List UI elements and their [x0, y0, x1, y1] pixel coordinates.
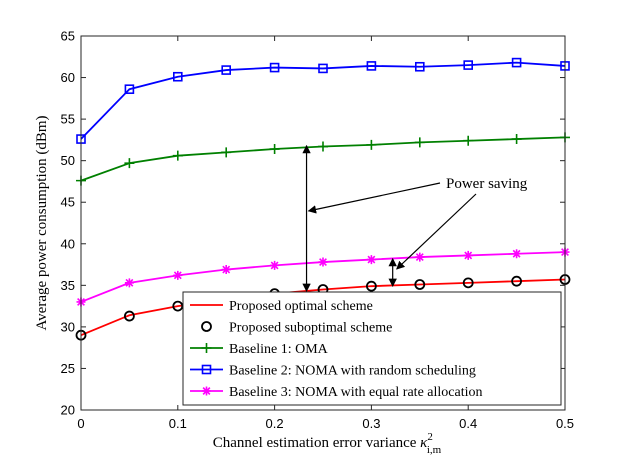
y-axis-title: Average power consumption (dBm) — [34, 115, 50, 330]
y-tick-label: 60 — [61, 70, 75, 85]
x-axis-title-symbol: κ — [420, 435, 428, 451]
y-tick-label: 40 — [61, 236, 75, 251]
series-2-point — [365, 280, 377, 292]
legend-entry-1: Proposed optimal scheme — [190, 299, 373, 314]
legend-marker — [202, 386, 211, 396]
legend-entry-2: Proposed suboptimal scheme — [201, 321, 392, 336]
series-5-point — [463, 250, 473, 260]
series-5-point — [221, 265, 231, 275]
series-1 — [80, 278, 566, 337]
x-tick-label: 0.5 — [556, 416, 574, 431]
y-tick-label: 35 — [61, 278, 75, 293]
series-5-point — [366, 255, 376, 265]
axis-titles: Average power consumption (dBm) Channel e… — [34, 115, 442, 456]
legend-box — [182, 291, 562, 406]
x-axis-title-superscript: 2 — [427, 431, 433, 443]
series-2-point — [172, 300, 184, 312]
series-4-point — [414, 61, 425, 72]
power-saving-label: Power saving — [446, 176, 528, 192]
legend-entry-4: Baseline 2: NOMA with random scheduling — [190, 364, 476, 379]
x-tick-label: 0 — [77, 416, 84, 431]
series-4-point — [511, 57, 522, 68]
annotation-layer: Power saving — [302, 144, 528, 292]
legend-entry-3: Baseline 1: OMA — [190, 342, 329, 357]
legend-marker — [201, 343, 212, 353]
legend-label: Proposed optimal scheme — [229, 299, 373, 314]
series-4-point — [463, 60, 474, 70]
series-2-point — [414, 279, 426, 290]
series-3-point — [172, 150, 183, 161]
series-4-point — [318, 63, 328, 74]
legend-label: Baseline 3: NOMA with equal rate allocat… — [229, 385, 483, 400]
axes: 20 25 30 35 40 45 50 55 60 65 0 0.1 0.2 0.3 0.4 0.5 — [61, 29, 575, 432]
x-axis-title: Channel estimation error variance κ2 i,m — [213, 431, 442, 456]
x-axis-title-main: Channel estimation error variance — [213, 435, 420, 451]
y-tick-label: 50 — [61, 153, 75, 168]
series-2-point — [462, 277, 474, 289]
series-4-point — [269, 62, 280, 73]
plot-frame — [80, 35, 566, 411]
power-saving-pointer-1 — [307, 182, 441, 214]
y-tick-label: 20 — [61, 403, 75, 418]
series-3-point — [511, 134, 522, 145]
series-5-point — [173, 270, 183, 280]
x-tick-label: 0.4 — [459, 416, 477, 431]
series-3-point — [414, 137, 425, 148]
series-2-point — [123, 310, 135, 322]
series-4-line — [80, 61, 566, 140]
legend-entry-5: Baseline 3: NOMA with equal rate allocat… — [190, 385, 483, 400]
series-5-point — [318, 257, 328, 267]
legend-label: Baseline 2: NOMA with random scheduling — [229, 364, 476, 379]
series-3-point — [463, 135, 474, 146]
series-3-point — [269, 144, 280, 155]
x-tick-label: 0.3 — [362, 416, 380, 431]
y-tick-label: 55 — [61, 112, 75, 127]
series-2-point — [511, 275, 522, 287]
series-4-point — [173, 71, 183, 82]
x-tick-label: 0.1 — [169, 416, 187, 431]
legend-marker — [201, 321, 212, 332]
series-3 — [76, 132, 570, 186]
series-4-point — [366, 61, 377, 71]
power-saving-pointer-2 — [396, 193, 477, 270]
series-4 — [76, 57, 570, 144]
y-tick-label: 30 — [61, 319, 75, 334]
x-axis-title-subscript: i,m — [427, 444, 442, 456]
legend-label: Proposed suboptimal scheme — [229, 321, 392, 336]
series-5-point — [124, 278, 134, 288]
series-4-point — [221, 65, 231, 75]
series-3-point — [366, 139, 377, 150]
series-1-line — [80, 278, 566, 337]
series-3-point — [124, 158, 135, 169]
series-5-point — [270, 260, 280, 270]
series-5-point — [415, 252, 425, 262]
series-3-point — [318, 141, 328, 152]
series-4-point — [124, 84, 135, 94]
x-tick-label: 0.2 — [266, 416, 284, 431]
legend-label: Baseline 1: OMA — [229, 342, 329, 357]
legend: Proposed optimal scheme Proposed suboptim… — [182, 291, 562, 406]
y-tick-label: 45 — [61, 195, 75, 210]
legend-marker — [201, 364, 212, 375]
series-5-point — [512, 249, 522, 259]
y-tick-label: 65 — [61, 29, 75, 44]
y-tick-label: 25 — [61, 361, 75, 376]
series-3-point — [221, 147, 232, 158]
